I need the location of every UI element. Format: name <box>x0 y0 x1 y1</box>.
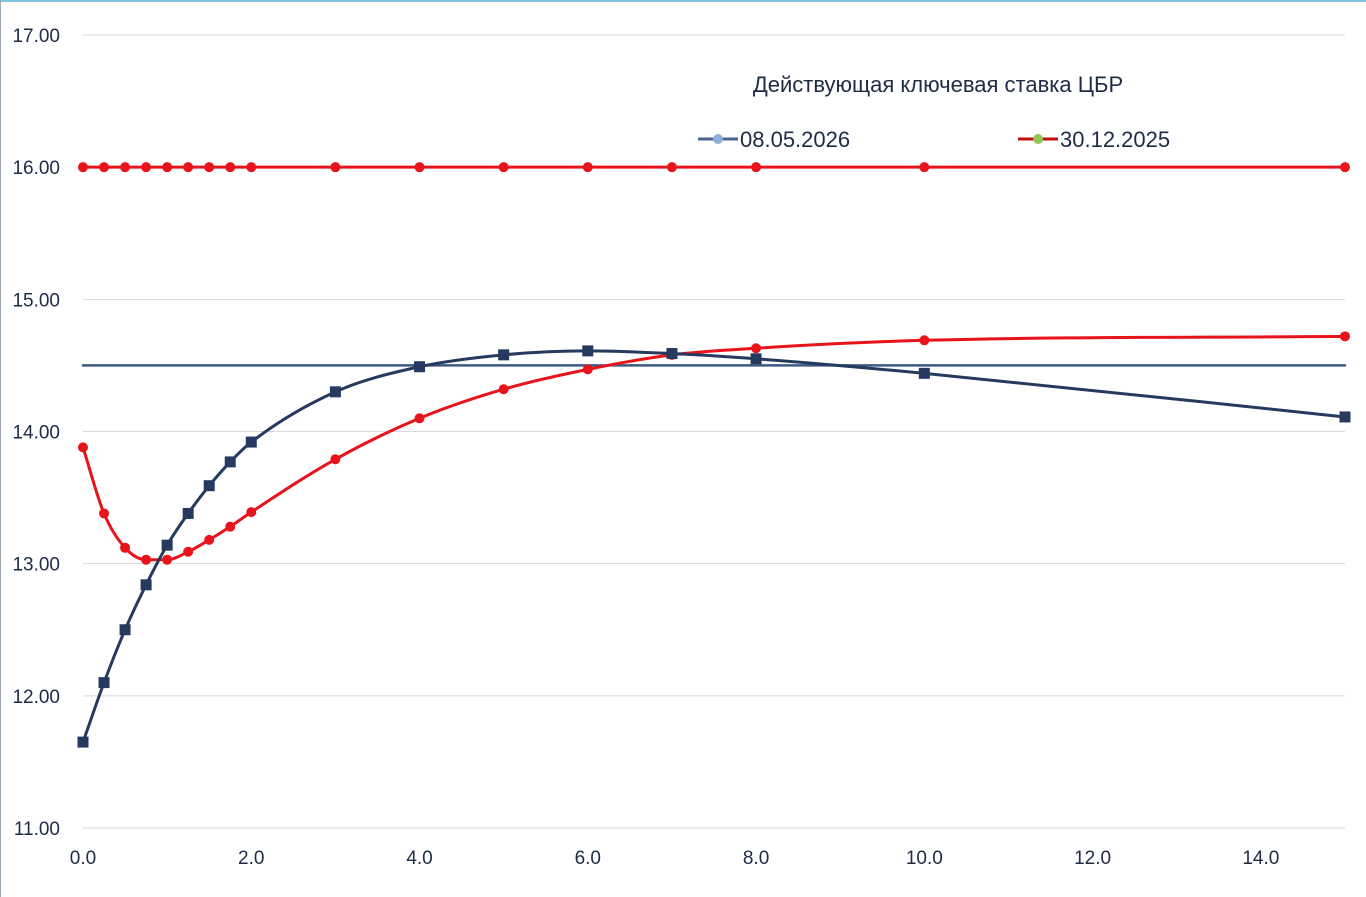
series-2-line <box>81 334 1347 562</box>
series-4-point <box>666 162 677 173</box>
series-1-point <box>245 436 257 448</box>
series-1-point <box>77 736 89 748</box>
series-2-point <box>246 507 257 518</box>
series-1-point <box>224 456 236 468</box>
series-4-point <box>330 162 341 173</box>
series-4-point <box>183 162 194 173</box>
series-2-point <box>225 521 236 532</box>
series-1-point <box>140 579 152 591</box>
gridlines <box>83 34 1345 829</box>
series-2-point <box>751 343 762 354</box>
legend-entry-2: 30.12.2025 <box>1018 127 1170 152</box>
series-4-point <box>751 162 762 173</box>
series-4-point <box>414 162 425 173</box>
series-1-point <box>1339 411 1351 423</box>
series-2-point <box>162 554 173 565</box>
series-1-point <box>414 361 426 373</box>
window-top-border <box>0 0 1366 2</box>
series-1 <box>77 345 1351 748</box>
series-4-point <box>498 162 509 173</box>
series-4-point <box>162 162 173 173</box>
series-4-point <box>141 162 152 173</box>
series-4 <box>78 162 1350 173</box>
x-tick-label: 8.0 <box>743 848 769 869</box>
y-tick-label: 17.00 <box>12 26 60 47</box>
legend-entry-1-label: 08.05.2026 <box>740 127 850 152</box>
x-tick-label: 0.0 <box>70 848 96 869</box>
series-4-point <box>225 162 236 173</box>
series-1-point <box>582 345 594 357</box>
x-tick-label: 6.0 <box>575 848 601 869</box>
legend-entry-1-marker <box>713 134 723 144</box>
series-2-point <box>582 364 593 375</box>
legend-entry-2-label: 30.12.2025 <box>1060 127 1170 152</box>
x-tick-label: 10.0 <box>906 848 943 869</box>
series-2-point <box>414 413 425 424</box>
y-axis-tick-labels: 11.00 12.00 13.00 14.00 15.00 16.00 17.00 <box>12 26 60 840</box>
series-2-point <box>120 542 131 553</box>
x-tick-label: 4.0 <box>406 848 432 869</box>
series-1-point <box>329 386 341 398</box>
y-tick-label: 16.00 <box>12 158 60 179</box>
window-left-border <box>0 0 1 897</box>
series-4-point <box>204 162 215 173</box>
series-4-point <box>120 162 131 173</box>
series-2-point <box>919 335 930 346</box>
y-tick-label: 11.00 <box>14 819 60 840</box>
series-2-point <box>183 546 194 557</box>
series-1-point <box>918 367 930 379</box>
series-1-point <box>182 507 194 519</box>
legend-entry-1: 08.05.2026 <box>698 127 850 152</box>
series-2-point <box>498 384 509 395</box>
series-1-point <box>203 480 215 492</box>
x-tick-label: 12.0 <box>1074 848 1111 869</box>
legend: Действующая ключевая ставка ЦБР 08.05.20… <box>698 72 1170 152</box>
series-1-point <box>750 353 762 365</box>
series-4-point <box>1340 162 1350 173</box>
series-layer <box>77 162 1351 748</box>
x-axis-tick-labels: 0.0 2.0 4.0 6.0 8.0 10.0 12.0 14.0 <box>70 848 1280 869</box>
y-tick-label: 13.00 <box>12 555 60 576</box>
series-2-point <box>204 534 215 545</box>
legend-entry-2-marker <box>1033 134 1043 144</box>
series-2 <box>78 331 1350 565</box>
series-2-point <box>99 508 110 519</box>
series-2-point <box>141 554 152 565</box>
series-4-point <box>582 162 593 173</box>
series-4-point <box>246 162 257 173</box>
series-4-point <box>919 162 930 173</box>
series-2-point <box>78 442 88 453</box>
series-1-point <box>161 539 173 551</box>
y-tick-label: 12.00 <box>12 687 60 708</box>
series-1-point <box>666 348 678 360</box>
series-2-point <box>330 454 341 465</box>
series-4-point <box>99 162 110 173</box>
x-tick-label: 14.0 <box>1242 848 1279 869</box>
legend-title: Действующая ключевая ставка ЦБР <box>753 72 1123 97</box>
series-1-point <box>98 677 110 689</box>
x-tick-label: 2.0 <box>238 848 264 869</box>
series-1-point <box>119 624 131 636</box>
series-1-line <box>81 349 1347 744</box>
y-tick-label: 14.00 <box>12 423 60 444</box>
series-1-point <box>498 349 510 361</box>
series-4-point <box>78 162 88 173</box>
series-2-point <box>1340 331 1350 342</box>
y-tick-label: 15.00 <box>12 290 60 311</box>
